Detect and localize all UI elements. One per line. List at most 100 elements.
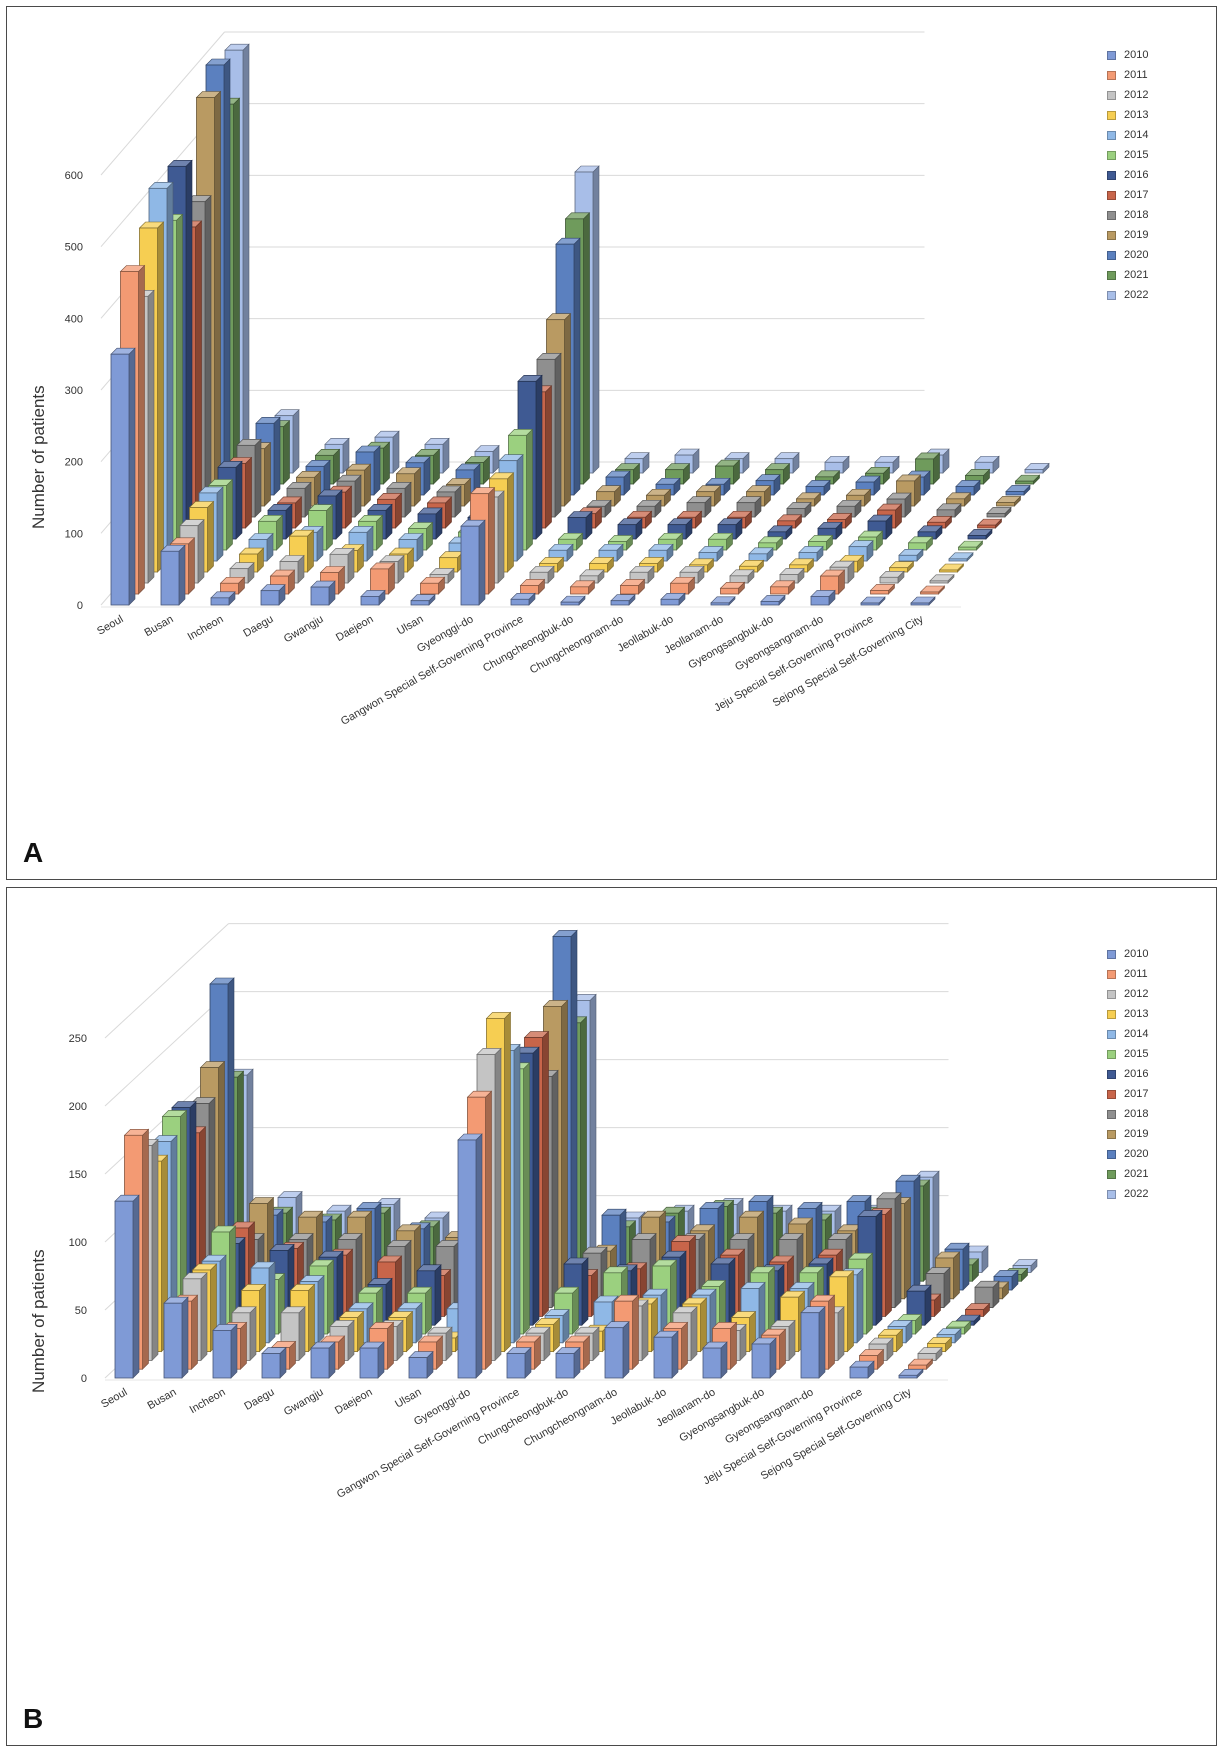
bar-side (216, 486, 224, 562)
bar (114, 1194, 140, 1379)
bar-side (641, 1299, 649, 1362)
bar-side (828, 1294, 835, 1370)
bar-front (720, 587, 739, 595)
bar-side (373, 445, 381, 496)
bar (110, 347, 136, 606)
bar-front (986, 513, 1006, 518)
bar-side (788, 1319, 796, 1362)
bar-side (564, 312, 571, 507)
bar-side (681, 1321, 688, 1370)
legend-label: 2020 (1124, 1148, 1149, 1160)
x-tick-label: Seoul (99, 1386, 129, 1410)
legend-label: 2018 (1124, 209, 1149, 221)
y-axis-label: Number of patients (29, 385, 48, 529)
legend-swatch (1107, 50, 1116, 60)
bar-side (962, 1242, 970, 1291)
x-tick-label: Gangwon Special Self-Governing Province (335, 1386, 522, 1501)
bar (869, 583, 896, 595)
bar-side (230, 1323, 238, 1379)
bar-side (264, 441, 271, 507)
bar-side (197, 518, 205, 584)
legend-swatch (1107, 1129, 1116, 1139)
legend-item: 2017 (1107, 185, 1148, 205)
bar-side (837, 1306, 845, 1362)
legend-label: 2010 (1124, 948, 1149, 960)
legend-item: 2020 (1107, 1144, 1148, 1164)
bar-front (555, 1353, 575, 1379)
bar-side (847, 1270, 854, 1353)
bar-side (779, 1328, 786, 1370)
bar-front (460, 525, 480, 606)
bar-front (879, 576, 899, 584)
bar-front (729, 575, 749, 584)
bar-side (298, 1306, 306, 1362)
bar-side (354, 474, 362, 518)
bar-side (273, 416, 281, 496)
bar-side (345, 485, 352, 529)
legend-label: 2019 (1124, 229, 1149, 241)
y-tick-label: 250 (69, 1033, 87, 1045)
legend-label: 2022 (1124, 289, 1149, 301)
bar (919, 585, 946, 595)
bar-side (240, 1321, 247, 1370)
bar (976, 518, 1003, 529)
bar-side (856, 1268, 864, 1344)
bar (359, 1341, 385, 1379)
bar-side (924, 1284, 932, 1326)
y-tick-label: 400 (65, 313, 83, 325)
gridline-depth (100, 31, 225, 176)
bar-front (929, 580, 949, 584)
bar-side (425, 1286, 432, 1335)
bar-front (898, 1374, 918, 1379)
bar-front (261, 1353, 281, 1379)
bar-side (475, 1133, 483, 1379)
bar-side (151, 1138, 159, 1362)
bar-side (542, 1030, 549, 1318)
bar-front (996, 502, 1015, 507)
y-ticks: 0 100 200 300 400 500 600 (65, 170, 83, 612)
y-tick-label: 100 (69, 1237, 87, 1249)
x-tick-label: Busan (145, 1386, 178, 1412)
bar-side (545, 385, 552, 529)
bar (860, 596, 886, 606)
bar (408, 1350, 434, 1379)
bar-side (268, 1261, 276, 1344)
bar (805, 479, 831, 496)
bar (817, 521, 843, 540)
bar-front (670, 582, 689, 595)
bar (849, 1360, 875, 1379)
legend-item: 2022 (1107, 1184, 1148, 1204)
bar (819, 569, 846, 595)
bar-side (583, 212, 590, 485)
bar-side (396, 1319, 404, 1362)
bar (907, 1358, 934, 1370)
bar-side (414, 467, 421, 507)
bar (800, 1305, 826, 1379)
bar (907, 536, 934, 551)
bar (948, 552, 974, 562)
bar-front (510, 598, 530, 606)
bar (579, 569, 605, 584)
bar (1005, 484, 1031, 496)
bar (567, 510, 593, 540)
bar-front (520, 585, 539, 595)
legend-swatch (1107, 989, 1116, 999)
bar (310, 580, 336, 606)
bar-side (223, 58, 231, 496)
panel-letter: A (23, 837, 44, 868)
bar (776, 514, 803, 529)
x-tick-label: Ulsan (393, 1386, 423, 1410)
bar (648, 543, 674, 562)
x-tick-label: Gangwon Special Self-Governing Province (339, 613, 526, 728)
bar (957, 540, 984, 551)
bar (210, 591, 236, 606)
bar-front (948, 558, 968, 562)
legend-label: 2015 (1124, 149, 1149, 161)
legend-item: 2021 (1107, 265, 1148, 285)
bar-front (359, 1347, 379, 1379)
legend-label: 2013 (1124, 1008, 1149, 1020)
bar-front (560, 601, 580, 606)
legend-swatch (1107, 250, 1116, 260)
x-tick-label: Daegu (241, 613, 275, 640)
legend-label: 2015 (1124, 1048, 1149, 1060)
